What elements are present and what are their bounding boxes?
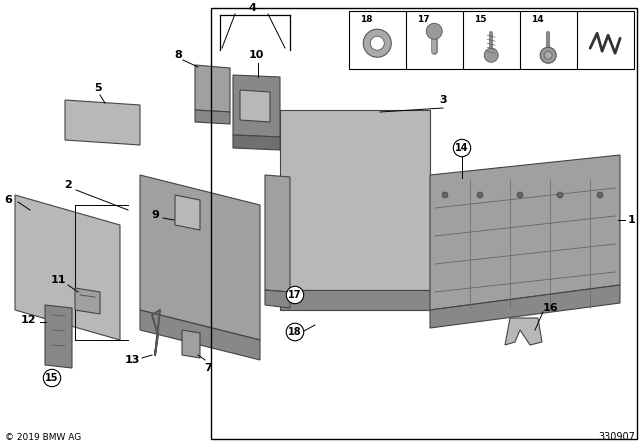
Polygon shape [430,155,620,310]
Circle shape [426,23,442,39]
Polygon shape [240,90,270,122]
Text: 8: 8 [174,50,182,60]
Polygon shape [233,75,280,137]
Polygon shape [45,305,72,368]
Text: 16: 16 [542,303,558,313]
Polygon shape [140,310,260,360]
Polygon shape [265,175,290,292]
Text: 4: 4 [248,3,256,13]
Text: 10: 10 [248,50,264,60]
Text: 18: 18 [288,327,302,337]
Text: 11: 11 [51,275,66,285]
Circle shape [540,47,556,63]
Circle shape [597,192,603,198]
Polygon shape [195,110,230,124]
Text: © 2019 BMW AG: © 2019 BMW AG [5,433,81,442]
Text: 15: 15 [474,15,486,25]
Polygon shape [280,290,430,310]
Text: 9: 9 [151,210,159,220]
Polygon shape [65,100,140,145]
Text: 330907: 330907 [598,432,635,442]
Text: 14: 14 [455,143,468,153]
Polygon shape [505,318,542,345]
Polygon shape [182,330,200,358]
Polygon shape [75,288,100,314]
Bar [349,11,634,69]
Circle shape [477,192,483,198]
Polygon shape [140,175,260,340]
Text: 1: 1 [628,215,636,225]
Circle shape [371,36,384,50]
Text: 17: 17 [417,15,430,25]
Polygon shape [280,110,430,290]
Polygon shape [430,285,620,328]
Circle shape [544,51,552,59]
Polygon shape [265,290,290,308]
Text: 2: 2 [64,180,72,190]
Text: 12: 12 [20,315,36,325]
Polygon shape [195,65,230,112]
Text: 14: 14 [531,15,544,25]
Text: 18: 18 [360,15,372,25]
Circle shape [517,192,523,198]
Circle shape [442,192,448,198]
Text: 5: 5 [94,83,102,93]
Text: 3: 3 [439,95,447,105]
Bar [211,8,637,439]
Text: 17: 17 [288,290,301,300]
Polygon shape [233,135,280,150]
Text: 15: 15 [45,373,59,383]
Text: 7: 7 [204,363,212,373]
Circle shape [557,192,563,198]
Text: 13: 13 [124,355,140,365]
Polygon shape [175,195,200,230]
Circle shape [484,48,498,62]
Text: 6: 6 [4,195,12,205]
Circle shape [364,29,391,57]
Polygon shape [15,195,120,340]
